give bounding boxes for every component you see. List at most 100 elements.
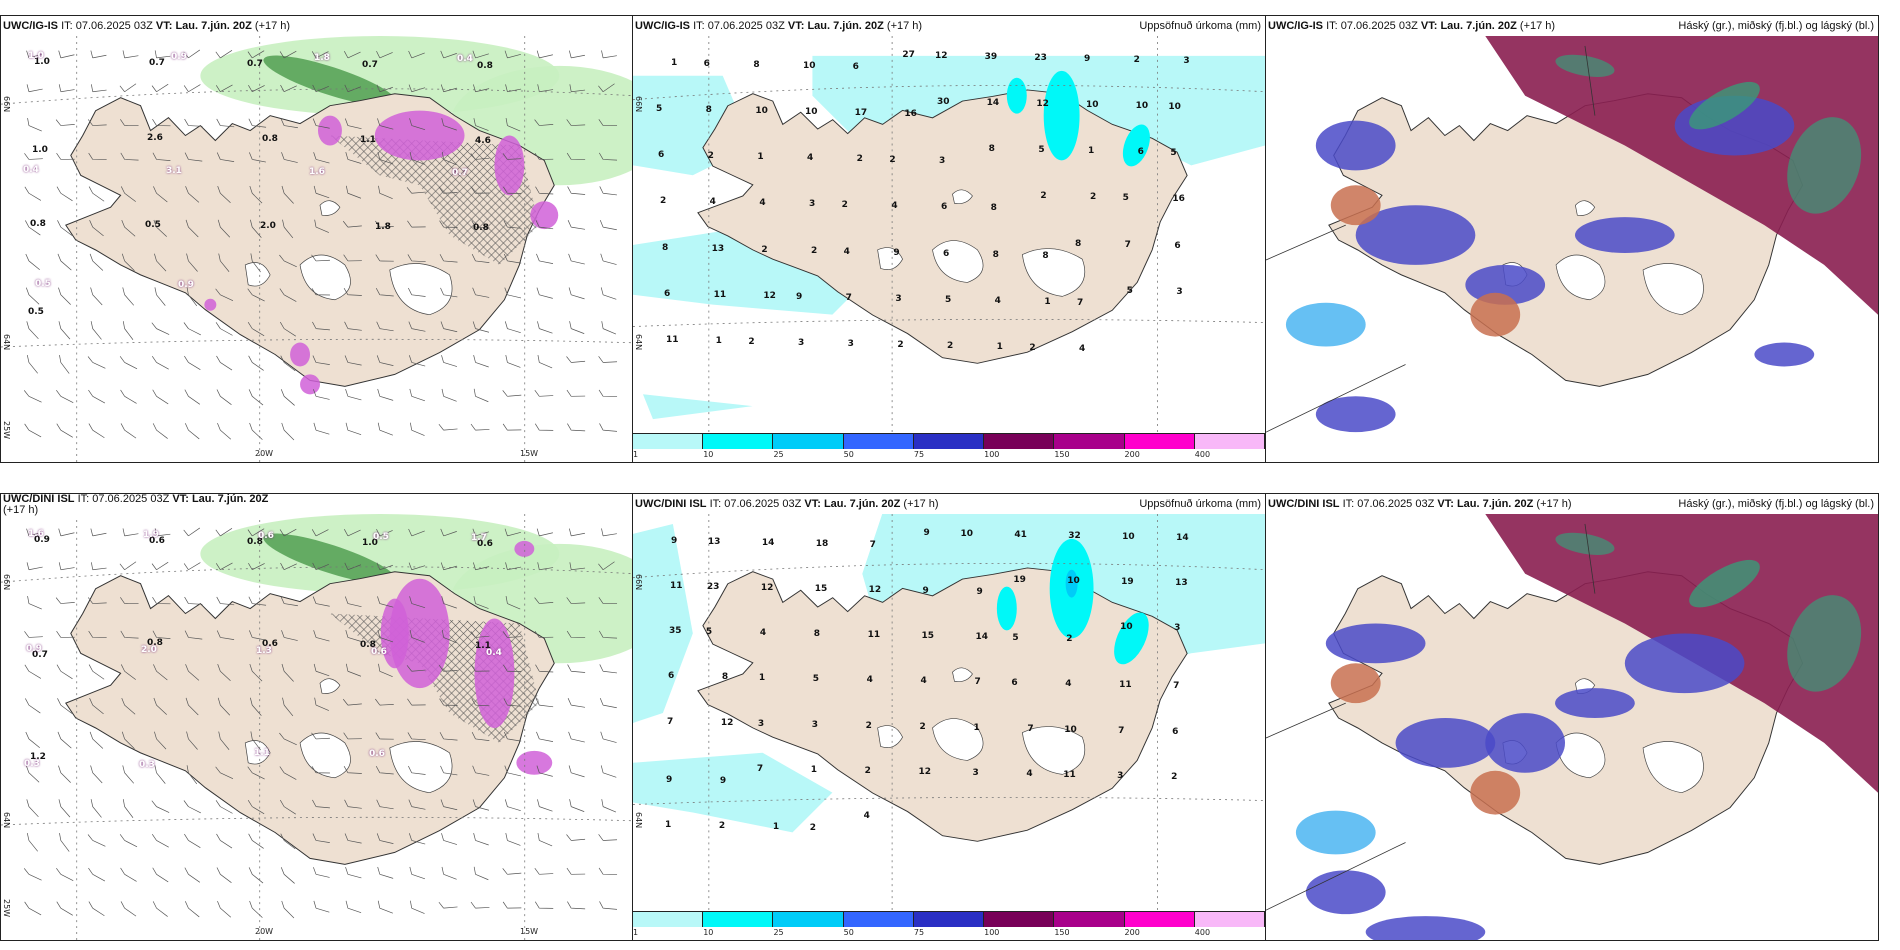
value-label: 0.8: [262, 133, 278, 144]
wind-barb: [185, 697, 199, 716]
model-name: UWC/IG-IS: [1268, 20, 1323, 32]
value-label: 2: [1133, 55, 1140, 65]
wind-barb: [183, 562, 201, 571]
value-label: 23: [1034, 53, 1047, 63]
wind-barb: [218, 253, 230, 272]
wind-barb: [153, 697, 167, 715]
wind-barb: [537, 562, 554, 571]
wind-barb: [215, 766, 234, 779]
mid-cloud-area: [1485, 713, 1566, 773]
wind-barb: [280, 389, 295, 406]
wind-barb: [440, 84, 458, 93]
value-label: 13: [707, 537, 721, 547]
wind-barb: [312, 118, 330, 129]
value-label: 2: [1090, 192, 1097, 203]
wind-barb: [376, 321, 394, 332]
wind-barb: [56, 152, 75, 160]
wind-barb: [215, 528, 233, 537]
wind-barb: [377, 388, 394, 401]
wind-barb: [217, 697, 231, 716]
wind-barb: [378, 185, 393, 200]
wind-barb: [344, 799, 362, 809]
iceland-land: [697, 567, 1188, 842]
cloud-map[interactable]: [1266, 514, 1878, 940]
wind-barb: [55, 119, 75, 126]
value-label: 0.6: [477, 539, 493, 549]
wind-barb: [152, 901, 168, 917]
wind-barb: [375, 287, 394, 297]
value-label: 1: [757, 152, 764, 163]
value-label: 16: [904, 109, 917, 120]
wind-barb: [599, 697, 617, 709]
lon-label-25w: 25W: [2, 899, 11, 918]
wind-barb: [280, 596, 298, 607]
value-label: 11: [666, 334, 679, 345]
colorbar-swatch: [913, 434, 985, 449]
accum-precip-map[interactable]: [633, 514, 1265, 912]
value-label: 2: [1040, 191, 1047, 202]
wind-barb: [406, 665, 426, 672]
value-label: 1: [810, 764, 817, 775]
wind-barb: [601, 528, 617, 537]
value-label: 0.3: [24, 759, 40, 769]
vt-value: Lau. 7.jún. 20Z: [175, 20, 252, 32]
value-label: 10: [1122, 532, 1135, 542]
wind-barb: [88, 664, 105, 680]
wind-barb: [503, 731, 522, 742]
wind-barb: [599, 219, 617, 231]
value-label: 1: [1088, 146, 1095, 157]
heavy-precip-layer: [1006, 70, 1150, 167]
value-label: 3: [798, 337, 805, 348]
glacier: [932, 718, 984, 761]
wind-precip-map[interactable]: [1, 36, 632, 462]
wind-barb: [535, 220, 554, 230]
wind-barb: [184, 152, 203, 162]
wind-barb: [56, 389, 74, 403]
wind-barb: [184, 867, 201, 883]
value-label: 3: [1183, 56, 1190, 66]
value-label: 2: [660, 196, 667, 207]
value-label: 4: [1026, 768, 1033, 779]
wind-barb: [90, 287, 103, 306]
panel-header: UWC/IG-IS IT: 07.06.2025 03Z VT: Lau. 7.…: [1266, 16, 1878, 36]
wind-barb: [440, 528, 457, 537]
wind-barb: [536, 50, 553, 59]
value-label: 1.1: [360, 134, 376, 145]
wind-barb: [23, 390, 42, 403]
wind-barb: [378, 663, 393, 678]
wind-barb: [441, 629, 457, 644]
panel-header: UWC/IG-IS IT: 07.06.2025 03Z VT: Lau. 7.…: [633, 16, 1265, 36]
cloud-map[interactable]: [1266, 36, 1878, 462]
wind-barb: [247, 322, 265, 337]
wind-barb: [249, 185, 263, 204]
wind-barb: [58, 321, 71, 340]
precip-core: [996, 586, 1017, 631]
value-label: 2: [1029, 342, 1036, 353]
wind-barb: [345, 185, 362, 199]
wind-barb: [568, 253, 585, 265]
model-name: UWC/IG-IS: [635, 20, 690, 32]
wind-barb: [281, 152, 298, 163]
precip-core: [1006, 77, 1027, 114]
wind-barb: [184, 423, 200, 440]
lat-label-64n: 64N: [634, 812, 643, 829]
value-label: 7: [1027, 723, 1034, 734]
wind-barb: [345, 866, 362, 879]
wind-barb: [311, 732, 330, 740]
wind-barb: [566, 389, 586, 397]
wind-barb: [314, 219, 329, 233]
wind-barb: [598, 834, 618, 841]
accum-precip-map[interactable]: [633, 36, 1265, 434]
value-label: 3: [972, 767, 979, 778]
value-label: 2: [1066, 634, 1073, 645]
wind-barb: [345, 152, 362, 164]
wind-barb: [375, 732, 394, 740]
wind-precip-map[interactable]: [1, 514, 632, 940]
wind-barb: [568, 731, 585, 743]
colorbar-swatch: [1054, 912, 1125, 927]
wind-barb: [568, 50, 585, 59]
value-label: 3: [1176, 286, 1183, 297]
it-label: IT:: [1326, 20, 1338, 32]
value-label: 10: [1120, 622, 1133, 633]
value-label: 0.7: [362, 60, 378, 70]
